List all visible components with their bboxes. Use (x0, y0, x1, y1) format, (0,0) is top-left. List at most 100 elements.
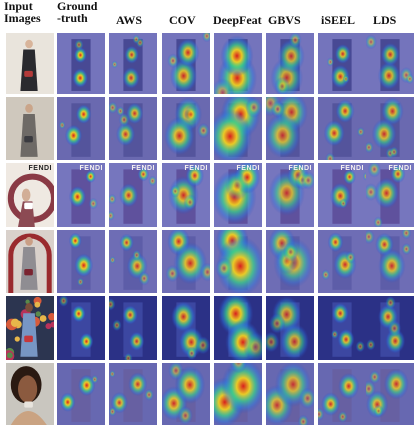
cell-graphic (57, 230, 105, 293)
saliency-hotspot (91, 374, 99, 384)
saliency-hotspot (119, 233, 134, 252)
saliency-hotspot (118, 112, 130, 127)
input-image-row-4 (6, 230, 54, 293)
cell-graphic (214, 163, 262, 227)
saliency-hotspot (338, 372, 360, 400)
saliency-hotspot (366, 380, 376, 398)
saliency-hotspot (318, 407, 325, 421)
cell-graphic (6, 230, 54, 293)
saliency-hotspot (355, 340, 365, 353)
cell-graphic (266, 163, 314, 227)
handbag-shape (24, 401, 33, 408)
cell-graphic (318, 33, 366, 94)
saliency-hotspot (337, 328, 355, 351)
column-header-cov: COV (169, 0, 219, 30)
column-header-line: -truth (57, 11, 88, 25)
fendi-brand-text: FENDI (79, 165, 103, 172)
person-body (20, 313, 38, 357)
saliency-hotspot (387, 319, 402, 337)
saliency-hotspot (109, 406, 117, 417)
saliency-hotspot (371, 118, 397, 150)
floral-pattern-dot (39, 315, 47, 322)
cell-graphic (214, 97, 262, 160)
saliency-hotspot (373, 216, 383, 227)
saliency-hotspot (373, 177, 399, 209)
column-header-lds: LDS (373, 0, 420, 30)
saliency-map-cov-row-1 (162, 33, 210, 94)
saliency-hotspot (177, 406, 194, 425)
saliency-map-gt-row-2 (57, 97, 105, 160)
saliency-hotspot (68, 186, 87, 208)
saliency-hotspot (331, 329, 339, 339)
saliency-map-gbvs-row-6 (266, 363, 314, 425)
saliency-hotspot (366, 183, 379, 201)
saliency-hotspot (68, 232, 82, 249)
saliency-hotspot (390, 164, 406, 184)
saliency-map-gt-row-6 (57, 363, 105, 425)
saliency-hotspot (77, 277, 84, 287)
saliency-map-gt-row-5 (57, 296, 105, 360)
floral-pattern-dot (14, 336, 20, 342)
column-header-aws: AWS (116, 0, 166, 30)
person-head (25, 236, 33, 246)
saliency-hotspot (297, 414, 309, 425)
floral-pattern-dot (34, 301, 41, 308)
saliency-hotspot (122, 67, 140, 89)
saliency-hotspot (369, 369, 381, 385)
saliency-hotspot (367, 163, 382, 178)
saliency-hotspot (75, 104, 92, 124)
saliency-hotspot (343, 168, 356, 185)
saliency-hotspot (73, 46, 87, 64)
cell-graphic (162, 363, 210, 425)
handbag-shape (24, 136, 33, 143)
saliency-hotspot (201, 33, 210, 43)
saliency-hotspot (345, 250, 356, 264)
cell-graphic (214, 33, 262, 94)
cell-graphic (57, 296, 105, 360)
cell-graphic (57, 33, 105, 94)
saliency-map-lds-row-1 (366, 33, 414, 94)
saliency-hotspot (138, 271, 150, 286)
saliency-map-deepfeat-row-2 (214, 97, 262, 160)
saliency-hotspot (377, 61, 401, 90)
saliency-hotspot (88, 197, 98, 210)
saliency-hotspot (168, 363, 184, 381)
floral-pattern-dot (10, 318, 20, 328)
saliency-map-gbvs-row-2 (266, 97, 314, 160)
saliency-map-aws-row-1 (109, 33, 157, 94)
saliency-hotspot (366, 339, 376, 351)
saliency-hotspot (132, 249, 142, 261)
saliency-hotspot (221, 363, 262, 414)
cell-graphic (6, 363, 54, 425)
saliency-hotspot (366, 230, 375, 245)
saliency-map-lds-row-5 (366, 296, 414, 360)
cell-graphic (318, 163, 366, 227)
saliency-hotspot (128, 372, 148, 397)
cell-graphic (318, 363, 366, 425)
column-header-input: Input Images (4, 0, 54, 30)
saliency-hotspot (268, 313, 286, 334)
saliency-hotspot (169, 58, 198, 94)
saliency-map-lds-row-6 (366, 363, 414, 425)
saliency-map-lds-row-2 (366, 97, 414, 160)
cell-graphic (109, 296, 157, 360)
saliency-map-deepfeat-row-1 (214, 33, 262, 94)
column-header-line: DeepFeat (213, 13, 262, 27)
saliency-map-gt-row-4 (57, 230, 105, 293)
saliency-hotspot (279, 323, 310, 360)
cell-graphic (109, 363, 157, 425)
cell-graphic (6, 296, 54, 360)
saliency-hotspot (109, 193, 117, 205)
saliency-hotspot (362, 171, 366, 181)
person-body (20, 114, 38, 157)
saliency-hotspot (71, 305, 86, 323)
saliency-hotspot (266, 112, 301, 159)
saliency-hotspot (185, 164, 205, 188)
saliency-hotspot (74, 253, 94, 278)
saliency-map-aws-row-4 (109, 230, 157, 293)
cell-graphic (366, 230, 414, 293)
saliency-map-aws-row-2 (109, 97, 157, 160)
saliency-hotspot (298, 387, 314, 410)
saliency-hotspot (380, 42, 400, 67)
saliency-hotspot (58, 296, 69, 307)
